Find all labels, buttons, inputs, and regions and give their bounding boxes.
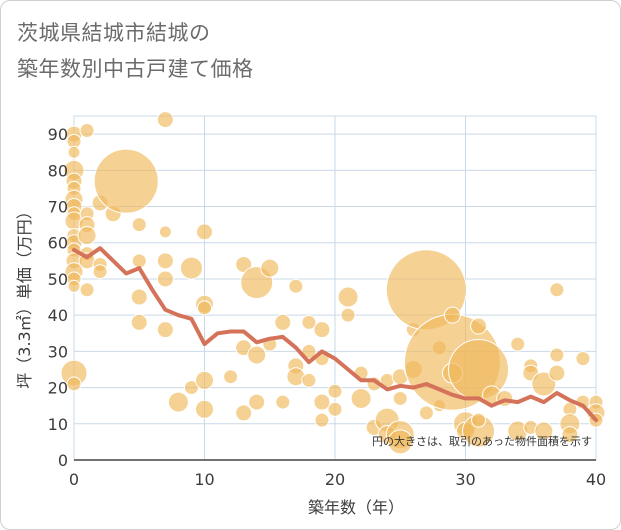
chart-title: 茨城県結城市結城の 築年数別中古戸建て価格 bbox=[17, 15, 254, 87]
bubbles bbox=[60, 111, 606, 455]
data-point bbox=[195, 399, 214, 419]
data-point bbox=[471, 412, 487, 428]
data-point bbox=[549, 282, 565, 298]
data-point bbox=[156, 111, 174, 129]
data-point bbox=[223, 369, 239, 385]
data-point bbox=[340, 307, 356, 323]
data-point bbox=[247, 345, 267, 365]
data-point bbox=[350, 387, 372, 409]
data-point bbox=[275, 394, 291, 410]
data-point bbox=[510, 336, 526, 352]
x-axis-label: 築年数（年） bbox=[308, 498, 404, 517]
data-point bbox=[79, 122, 95, 138]
trend-line-group bbox=[72, 246, 598, 423]
data-point bbox=[301, 343, 317, 359]
y-axis-label: 坪（3.3㎡）単価（万円） bbox=[15, 203, 34, 388]
data-point bbox=[248, 393, 266, 411]
y-tick-label: 90 bbox=[48, 125, 68, 144]
trend-line bbox=[72, 246, 598, 423]
x-tick-label: 30 bbox=[455, 470, 475, 489]
data-point bbox=[548, 364, 566, 382]
data-point bbox=[418, 405, 434, 421]
data-point bbox=[387, 429, 413, 455]
x-tick-label: 10 bbox=[194, 470, 214, 489]
data-point bbox=[156, 321, 174, 339]
data-point bbox=[313, 393, 331, 411]
data-point bbox=[274, 313, 292, 331]
data-point bbox=[235, 404, 253, 422]
data-point bbox=[156, 270, 174, 288]
data-point bbox=[179, 256, 203, 280]
data-point bbox=[327, 383, 343, 399]
data-point bbox=[130, 288, 148, 306]
title-line-1: 茨城県結城市結城の bbox=[17, 21, 211, 45]
data-point bbox=[301, 314, 317, 330]
y-tick-label: 60 bbox=[48, 234, 68, 253]
data-point bbox=[92, 264, 108, 280]
data-point bbox=[158, 225, 172, 239]
data-point bbox=[301, 372, 317, 388]
data-point bbox=[93, 148, 159, 214]
data-point bbox=[195, 370, 214, 390]
data-point bbox=[327, 401, 343, 417]
title-line-2: 築年数別中古戸建て価格 bbox=[17, 57, 254, 81]
data-point bbox=[534, 421, 554, 441]
data-point bbox=[313, 321, 331, 339]
x-tick-label: 40 bbox=[586, 470, 606, 489]
data-point bbox=[235, 255, 253, 273]
data-point bbox=[131, 253, 147, 269]
data-point bbox=[288, 278, 304, 294]
data-point bbox=[196, 223, 213, 241]
data-point bbox=[575, 351, 591, 367]
data-point bbox=[67, 145, 81, 159]
data-point bbox=[337, 286, 359, 308]
data-point bbox=[314, 412, 330, 428]
y-tick-label: 0 bbox=[58, 451, 68, 470]
y-tick-label: 30 bbox=[48, 342, 68, 361]
x-tick-label: 20 bbox=[325, 470, 345, 489]
data-point bbox=[130, 313, 148, 331]
data-point bbox=[197, 300, 212, 316]
data-point bbox=[443, 306, 461, 324]
data-point bbox=[549, 347, 565, 363]
y-tick-label: 80 bbox=[48, 161, 68, 180]
y-tick-label: 50 bbox=[48, 270, 68, 289]
data-point bbox=[79, 282, 95, 298]
axes: 0 10 20 30 40 50 60 70 80 90 0 10 20 30 40 bbox=[48, 125, 607, 489]
y-tick-label: 10 bbox=[48, 415, 68, 434]
y-tick-label: 40 bbox=[48, 306, 68, 325]
size-note: 円の大きさは、取引のあった物件面積を示す bbox=[372, 434, 592, 448]
data-point bbox=[66, 376, 82, 392]
data-point bbox=[77, 225, 97, 245]
x-tick-label: 0 bbox=[69, 470, 79, 489]
data-point bbox=[67, 279, 81, 293]
data-point bbox=[561, 426, 579, 444]
data-point bbox=[470, 317, 488, 335]
data-point bbox=[131, 217, 147, 233]
data-point bbox=[531, 371, 557, 397]
y-tick-label: 20 bbox=[48, 379, 68, 398]
data-point bbox=[156, 252, 174, 270]
data-point bbox=[260, 258, 280, 278]
y-tick-label: 70 bbox=[48, 198, 68, 217]
data-point bbox=[392, 390, 408, 406]
data-point bbox=[167, 391, 189, 413]
